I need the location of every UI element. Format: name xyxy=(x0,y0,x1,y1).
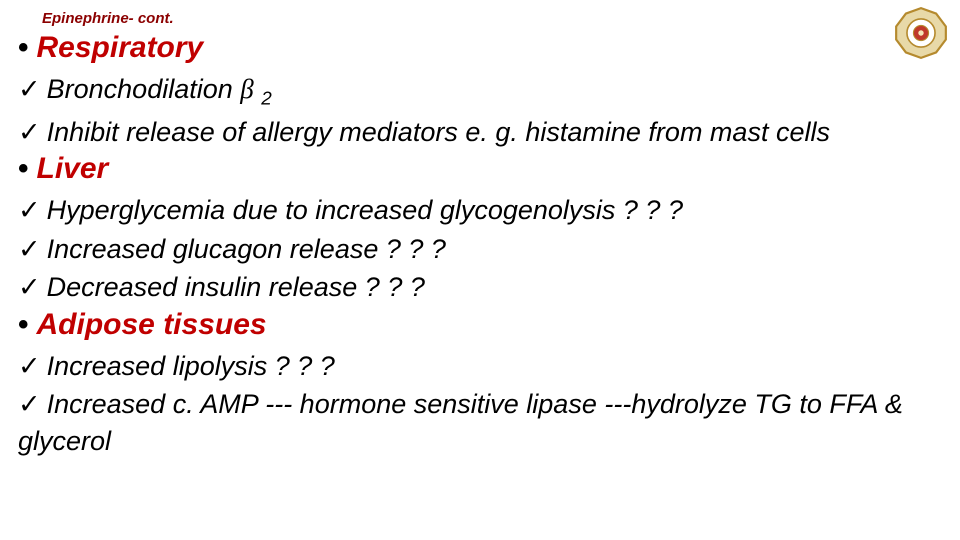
check-icon: ✓ xyxy=(18,386,41,422)
bullet-item: ✓Hyperglycemia due to increased glycogen… xyxy=(18,192,942,228)
bullet-icon: • xyxy=(18,31,29,65)
bullet-text: Inhibit release of allergy mediators e. … xyxy=(47,117,830,147)
bullet-item: ✓Increased c. AMP --- hormone sensitive … xyxy=(18,386,942,459)
bullet-text: Increased glucagon release ? ? ? xyxy=(47,234,446,264)
bullet-icon: • xyxy=(18,152,29,186)
check-icon: ✓ xyxy=(18,269,41,305)
section-heading-adipose: •Adipose tissues xyxy=(18,308,942,342)
check-icon: ✓ xyxy=(18,114,41,150)
section-heading-respiratory: •Respiratory xyxy=(18,31,942,65)
bullet-item: ✓Increased glucagon release ? ? ? xyxy=(18,231,942,267)
bullet-item: ✓Bronchodilation β 2 xyxy=(18,71,942,112)
check-icon: ✓ xyxy=(18,71,41,107)
bullet-item: ✓Decreased insulin release ? ? ? xyxy=(18,269,942,305)
check-icon: ✓ xyxy=(18,348,41,384)
check-icon: ✓ xyxy=(18,192,41,228)
heading-text: Adipose tissues xyxy=(37,308,267,341)
bullet-text: Hyperglycemia due to increased glycogeno… xyxy=(47,195,683,225)
institution-logo-icon xyxy=(894,6,948,60)
bullet-icon: • xyxy=(18,308,29,342)
bullet-item: ✓Increased lipolysis ? ? ? xyxy=(18,348,942,384)
check-icon: ✓ xyxy=(18,231,41,267)
bullet-item: ✓Inhibit release of allergy mediators e.… xyxy=(18,114,942,150)
bullet-text: Increased c. AMP --- hormone sensitive l… xyxy=(18,389,903,455)
heading-text: Liver xyxy=(37,152,109,185)
section-heading-liver: •Liver xyxy=(18,152,942,186)
bullet-text: Increased lipolysis ? ? ? xyxy=(47,351,335,381)
heading-text: Respiratory xyxy=(37,31,204,64)
bullet-text: Bronchodilation β 2 xyxy=(47,74,272,104)
slide-topic: Epinephrine- cont. xyxy=(42,10,942,27)
bullet-text: Decreased insulin release ? ? ? xyxy=(47,272,425,302)
